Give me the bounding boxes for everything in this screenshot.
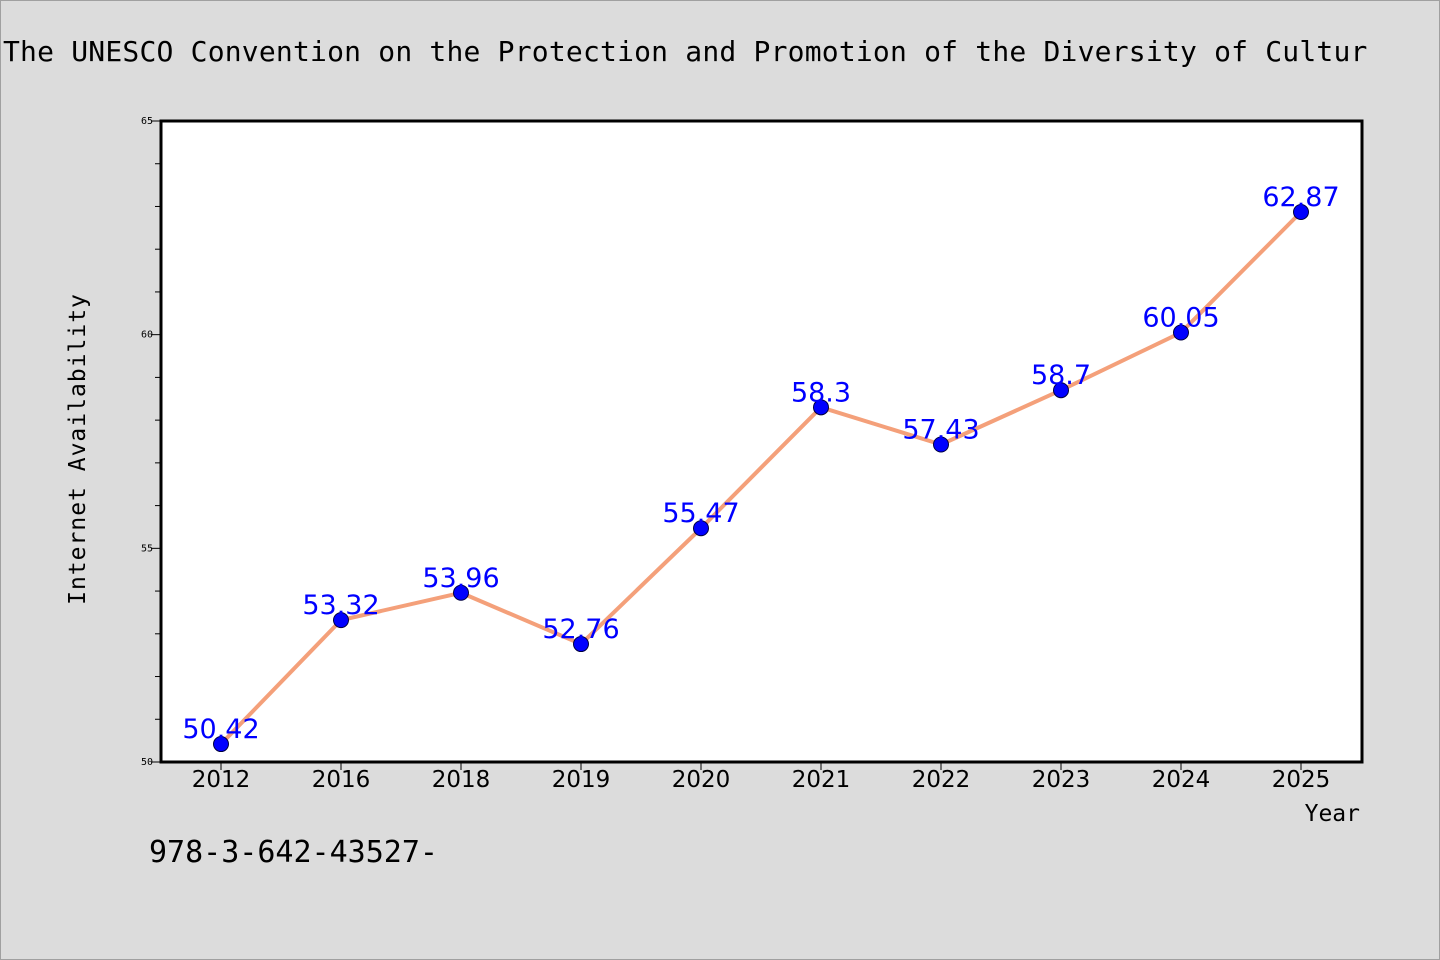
data-point <box>1173 324 1189 341</box>
x-axis-ticks: 2012 2016 2018 2019 2020 2021 2022 2023 2024 2025 <box>192 762 1331 793</box>
x-tick-label: 2023 <box>1032 767 1091 793</box>
chart-title: The UNESCO Convention on the Protection … <box>3 35 1368 68</box>
data-point <box>453 584 469 601</box>
y-axis-ticks: 50 55 60 65 <box>141 116 161 768</box>
data-labels: 50.42 53.32 53.96 52.76 55.47 58.3 57.43 58.7 60… <box>182 182 1339 745</box>
data-label: 50.42 <box>182 714 259 745</box>
data-label: 57.43 <box>902 414 979 445</box>
data-label: 55.47 <box>662 498 739 529</box>
x-tick-label: 2021 <box>792 767 851 793</box>
data-point <box>333 612 349 629</box>
data-point <box>1293 204 1309 221</box>
x-tick-label: 2022 <box>912 767 971 793</box>
y-axis-label: Internet Availability <box>65 293 91 605</box>
y-tick-label: 65 <box>141 116 153 127</box>
y-tick-label: 50 <box>141 757 153 768</box>
x-tick-label: 2012 <box>192 767 251 793</box>
data-label: 53.32 <box>302 590 379 621</box>
data-label: 62.87 <box>1262 182 1339 213</box>
data-label: 52.76 <box>542 614 619 645</box>
series-line <box>219 210 1303 746</box>
plot-area <box>159 119 1364 764</box>
x-tick-label: 2019 <box>552 767 611 793</box>
data-markers <box>213 204 1309 753</box>
data-point <box>1053 382 1069 399</box>
data-point <box>813 399 829 416</box>
x-tick-label: 2020 <box>672 767 731 793</box>
y-tick-label: 60 <box>141 330 153 341</box>
data-point <box>933 436 949 453</box>
x-axis-label: Year <box>1305 801 1360 827</box>
data-point <box>573 636 589 653</box>
x-tick-label: 2024 <box>1152 767 1211 793</box>
data-label: 58.3 <box>791 377 851 408</box>
footer-code: 978-3-642-43527- <box>149 835 438 870</box>
x-tick-label: 2025 <box>1272 767 1331 793</box>
data-label: 53.96 <box>422 563 499 594</box>
data-label: 60.05 <box>1142 303 1219 334</box>
data-label: 58.7 <box>1031 360 1091 391</box>
data-point <box>693 520 709 537</box>
y-tick-label: 55 <box>141 543 153 554</box>
x-tick-label: 2016 <box>312 767 371 793</box>
data-point <box>213 736 229 753</box>
x-tick-label: 2018 <box>432 767 491 793</box>
